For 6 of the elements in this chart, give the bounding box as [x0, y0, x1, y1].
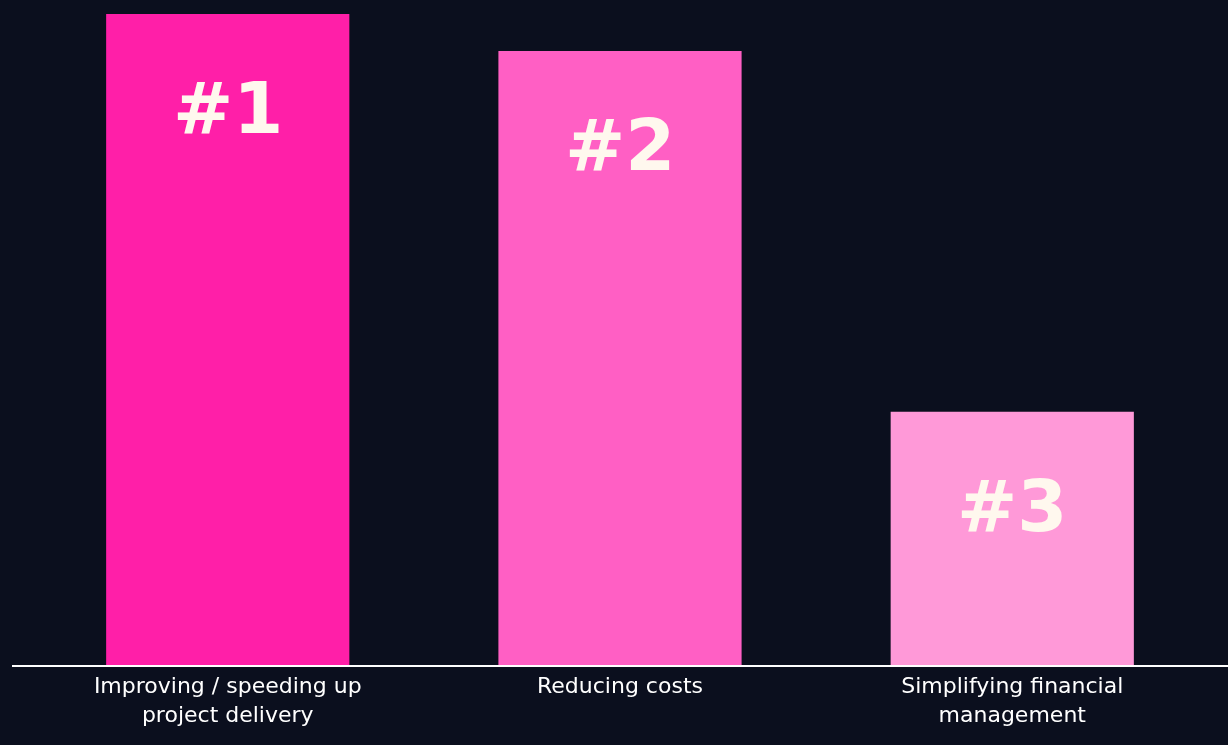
annotation: #1: [173, 66, 284, 150]
annotation: #3: [957, 464, 1068, 548]
x-tick-label: Simplifying financial management: [901, 673, 1124, 727]
x-tick-label: Improving / speeding up project delivery: [93, 673, 362, 727]
x-tick-label: Reducing costs: [537, 673, 703, 699]
annotation: #2: [565, 103, 676, 187]
